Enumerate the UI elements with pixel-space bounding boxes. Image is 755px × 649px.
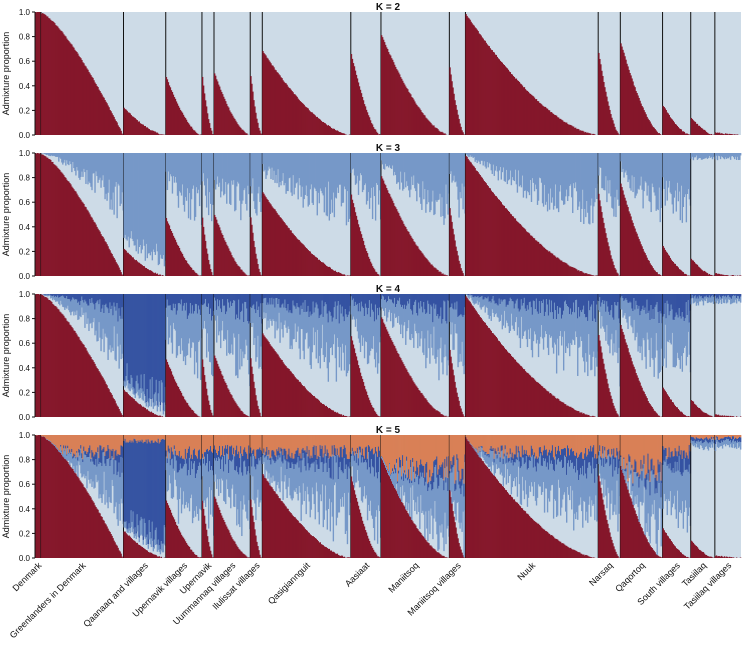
y-tick-label: 0.4 [19,223,31,232]
bar-segment [711,134,712,135]
y-tick-label: 0.2 [19,106,31,115]
bar-segment [594,134,595,135]
bar-segment [121,415,122,417]
bar-segment [163,544,164,553]
panel-k4: K = 4 0.0 0.2 0.4 0.6 0.8 1.0 Admixture proport… [1,284,741,422]
bar-segment [733,275,734,276]
bar-segment [594,416,595,417]
y-tick-label: 0.2 [19,247,31,256]
y-tick-label: 1.0 [19,8,31,17]
y-tick-label: 0.2 [19,388,31,397]
y-tick-label: 0.6 [19,339,31,348]
bar-segment [162,416,163,417]
bar-segment [736,298,737,303]
y-tick-label: 0.8 [19,33,31,42]
bar-segment [593,275,594,276]
bar-segment [135,394,136,398]
panel-title: K = 3 [376,143,401,154]
bar-segment [659,416,660,417]
bar-segment [146,402,147,406]
bar-segment [130,528,131,533]
bar-segment [689,135,690,136]
panel-k2: K = 2 0.0 0.2 0.4 0.6 0.8 1.0 Admixture proport… [1,2,741,140]
bar-segment [151,399,152,407]
y-tick-label: 0.8 [19,315,31,324]
y-tick-label: 0.6 [19,57,31,66]
bar-segment [733,416,734,417]
bar-segment [148,544,149,549]
bar-segment [617,273,618,276]
panel-k3: K = 3 0.0 0.2 0.4 0.6 0.8 1.0 Admixture proport… [1,143,741,281]
bar-segment [260,275,261,276]
bar-segment [740,275,741,276]
y-tick-label: 0.4 [19,82,31,91]
bar-segment [740,297,741,303]
y-tick-label: 0.6 [19,198,31,207]
bar-segment [721,298,722,304]
bar-segment [136,533,137,539]
bar-segment [212,415,213,417]
bar-segment [740,416,741,417]
panel-title: K = 2 [376,2,401,13]
bar-segment [691,298,692,304]
bar-segment [740,294,741,297]
bar-segment [212,134,213,135]
bar-segment [139,538,140,542]
panel-title: K = 5 [376,425,401,436]
bar-segment [173,469,174,498]
y-tick-label: 0.4 [19,364,31,373]
bar-segment [737,276,738,277]
y-tick-label: 0.0 [19,131,31,140]
bar-segment [143,540,144,545]
y-axis-label: Admixture proportion [1,314,11,398]
bar-segment [163,411,164,415]
y-tick-label: 1.0 [19,290,31,299]
bar-segment [200,275,201,276]
bar-segment [736,416,737,417]
bar-segment [737,134,738,135]
bar-segment [463,134,464,135]
bar-segment [161,557,162,558]
bar-segment [462,273,463,276]
panel-title: K = 4 [376,284,401,295]
bar-segment [445,416,446,417]
y-tick-label: 0.8 [19,174,31,183]
bar-segment [77,461,78,477]
bar-segment [432,322,433,355]
bar-segment [160,405,161,411]
y-tick-label: 0.0 [19,272,31,281]
bar-segment [260,416,261,417]
y-tick-label: 0.0 [19,413,31,422]
y-tick-label: 1.0 [19,149,31,158]
bar-segment [248,417,249,418]
bar-segment [121,134,122,135]
bar-segment [160,275,161,276]
bar-segment [447,416,448,417]
bar-segment [349,135,350,136]
bar-segment [149,398,150,406]
y-axis-label: Admixture proportion [1,32,11,116]
bar-segment [121,557,122,558]
y-axis-label: Admixture proportion [1,173,11,257]
bar-segment [212,275,213,276]
bar-segment [740,153,741,155]
bar-segment [379,134,380,135]
